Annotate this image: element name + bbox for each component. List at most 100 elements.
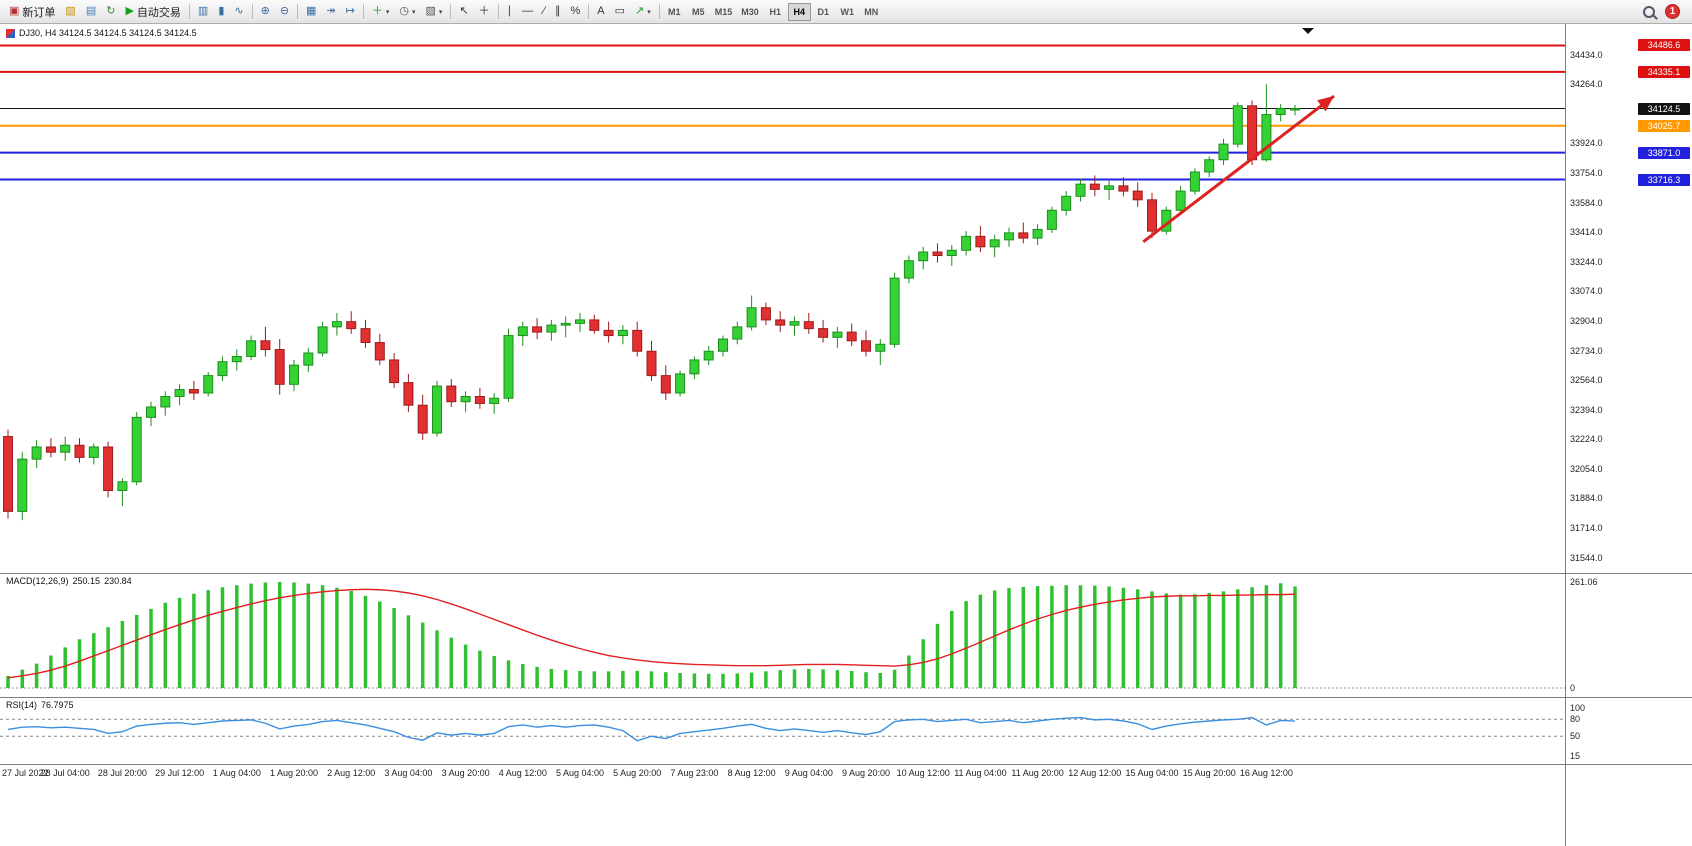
- toolbar-separator: [251, 4, 253, 19]
- cursor-button[interactable]: ↖: [454, 2, 473, 22]
- price-tick-label: 33584.0: [1570, 197, 1603, 208]
- time-label: 1 Aug 04:00: [212, 768, 261, 778]
- indicators-button[interactable]: ＋ ▾: [367, 2, 395, 22]
- bar-chart-icon: ▥: [197, 5, 209, 17]
- auto-scroll-icon: ↠: [326, 5, 336, 17]
- price-line-badge: 33871.0: [1638, 146, 1690, 159]
- autotrading-button[interactable]: ▶ 自动交易: [120, 2, 185, 22]
- chart-shift-button[interactable]: ↦: [341, 2, 360, 22]
- rsi-panel[interactable]: RSI(14) 76.7975: [0, 698, 1565, 765]
- macd-panel[interactable]: MACD(12,26,9) 250.15 230.84: [0, 574, 1565, 698]
- text-label-button[interactable]: ▭: [610, 2, 630, 22]
- timeframe-D1[interactable]: D1: [812, 3, 835, 21]
- rsi-tick-label: 100: [1570, 703, 1586, 713]
- macd-chart[interactable]: [0, 574, 1565, 698]
- autotrading-label: 自动交易: [136, 6, 181, 19]
- time-label: 11 Aug 20:00: [1011, 768, 1064, 778]
- price-tick-label: 34434.0: [1570, 49, 1603, 60]
- rsi-value: 76.7975: [41, 700, 74, 710]
- profiles-button[interactable]: ▤: [81, 2, 101, 22]
- toolbar-buttons: ▣ 新订单 ▨ ▤ ↻ ▶ 自动交易 ▥ ▮ ∿ ⊕ ⊖ ▦ ↠ ↦ ＋ ▾ ◷ ▾ ▧ ▾ ↖ ＋ ∣ — ∕ ∥% A ▭ ↗ ▾: [4, 2, 656, 22]
- price-scale[interactable]: 34434.0 34264.0 33924.0 33754.0 33584.0 33414…: [1566, 24, 1692, 574]
- fibonacci-icon: %: [570, 5, 581, 17]
- new-order-button[interactable]: ▣ 新订单: [4, 2, 60, 22]
- price-tick-label: 31714.0: [1570, 523, 1603, 534]
- line-chart-button[interactable]: ∿: [229, 2, 248, 22]
- symbol-ohlc-text: DJ30, H4 34124.5 34124.5 34124.5 34124.5: [19, 28, 197, 38]
- zoom-in-button[interactable]: ⊕: [256, 2, 275, 22]
- rsi-tick-label: 50: [1570, 731, 1581, 742]
- price-scale-column[interactable]: 34434.0 34264.0 33924.0 33754.0 33584.0 33414…: [1565, 24, 1692, 846]
- text-button[interactable]: A: [592, 2, 609, 22]
- time-label: 5 Aug 04:00: [555, 768, 605, 778]
- price-line-badge: 34486.6: [1638, 39, 1690, 52]
- macd-scale[interactable]: 261.06 0: [1566, 574, 1692, 698]
- templates-button[interactable]: ▧ ▾: [421, 2, 448, 22]
- rsi-tick-label: 80: [1570, 714, 1581, 725]
- tile-windows-button[interactable]: ▦: [301, 2, 321, 22]
- toolbar: ▣ 新订单 ▨ ▤ ↻ ▶ 自动交易 ▥ ▮ ∿ ⊕ ⊖ ▦ ↠ ↦ ＋ ▾ ◷ ▾ ▧ ▾ ↖ ＋ ∣ — ∕ ∥% A ▭ ↗ ▾ M1…: [0, 0, 1692, 24]
- profiles-icon: ▤: [85, 5, 97, 17]
- timeframe-M30[interactable]: M30: [737, 3, 763, 21]
- bar-chart-button[interactable]: ▥: [193, 2, 213, 22]
- rsi-chart[interactable]: [0, 698, 1565, 765]
- price-tick-label: 33754.0: [1570, 167, 1603, 178]
- price-line-badge: 33716.3: [1638, 173, 1690, 186]
- timeframe-W1[interactable]: W1: [836, 3, 859, 21]
- toolbar-right: 1: [1643, 4, 1688, 19]
- price-chart-panel[interactable]: DJ30, H4 34124.5 34124.5 34124.5 34124.5: [0, 24, 1565, 574]
- templates-caret-icon: ▾: [438, 8, 443, 16]
- timeframe-M1[interactable]: M1: [663, 3, 686, 21]
- timeframe-M5[interactable]: M5: [687, 3, 710, 21]
- rsi-scale[interactable]: 100 80 50 15: [1566, 698, 1692, 765]
- rsi-label: RSI(14) 76.7975: [6, 700, 78, 710]
- time-axis[interactable]: 27 Jul 2022 28 Jul 04:00 28 Jul 20:00 29 Ju…: [0, 765, 1565, 783]
- notification-badge[interactable]: 1: [1665, 4, 1680, 19]
- refresh-icon: ↻: [106, 5, 116, 17]
- price-tick-label: 32904.0: [1570, 315, 1603, 326]
- line-chart-icon: ∿: [234, 5, 244, 17]
- new-order-icon: ▣: [9, 5, 20, 17]
- timeframe-M15[interactable]: M15: [711, 3, 737, 21]
- time-label: 5 Aug 20:00: [613, 768, 662, 778]
- fibonacci-button[interactable]: %: [566, 2, 586, 22]
- zoom-out-icon: ⊖: [279, 5, 290, 17]
- price-tick-label: 32394.0: [1570, 404, 1603, 415]
- vertical-line-button[interactable]: ∣: [502, 2, 518, 22]
- horizontal-line-button[interactable]: —: [517, 2, 538, 22]
- timeframe-H4[interactable]: H4: [787, 2, 811, 21]
- new-chart-button[interactable]: ▨: [60, 2, 80, 22]
- periods-button[interactable]: ◷ ▾: [394, 2, 420, 22]
- zoom-out-button[interactable]: ⊖: [275, 2, 294, 22]
- candlestick-chart-button[interactable]: ▮: [213, 2, 229, 22]
- time-label: 28 Jul 20:00: [97, 768, 147, 778]
- refresh-button[interactable]: ↻: [101, 2, 120, 22]
- price-tick-label: 34264.0: [1570, 79, 1603, 90]
- auto-scroll-button[interactable]: ↠: [321, 2, 340, 22]
- cursor-icon: ↖: [459, 5, 469, 17]
- time-label: 29 Jul 12:00: [155, 768, 205, 778]
- rsi-name: RSI(14): [6, 700, 38, 710]
- toolbar-separator: [497, 4, 499, 19]
- toolbar-separator: [450, 4, 452, 19]
- chart-plots: DJ30, H4 34124.5 34124.5 34124.5 34124.5…: [0, 24, 1565, 846]
- trendline-icon: ∕: [543, 5, 545, 17]
- crosshair-button[interactable]: ＋: [474, 2, 495, 22]
- search-icon[interactable]: [1643, 5, 1655, 18]
- chart-area: DJ30, H4 34124.5 34124.5 34124.5 34124.5…: [0, 24, 1692, 846]
- arrows-list-icon: ↗: [635, 5, 645, 17]
- timeframe-H1[interactable]: H1: [764, 3, 787, 21]
- timeframe-MN[interactable]: MN: [860, 3, 883, 21]
- trendline-button[interactable]: ∕: [538, 2, 550, 22]
- equidistant-channel-button[interactable]: ∥: [550, 2, 566, 22]
- symbol-icon: [6, 28, 15, 38]
- scale-corner: [1566, 765, 1692, 846]
- time-label: 10 Aug 12:00: [896, 768, 950, 778]
- candlestick-chart[interactable]: [0, 24, 1565, 574]
- arrows-list-button[interactable]: ↗ ▾: [630, 2, 656, 22]
- time-label: 27 Jul 2022: [2, 768, 49, 778]
- price-tick-label: 33244.0: [1570, 256, 1603, 267]
- price-tick-label: 32224.0: [1570, 434, 1603, 445]
- text-label-icon: ▭: [614, 5, 626, 17]
- price-tick-label: 31544.0: [1570, 552, 1603, 563]
